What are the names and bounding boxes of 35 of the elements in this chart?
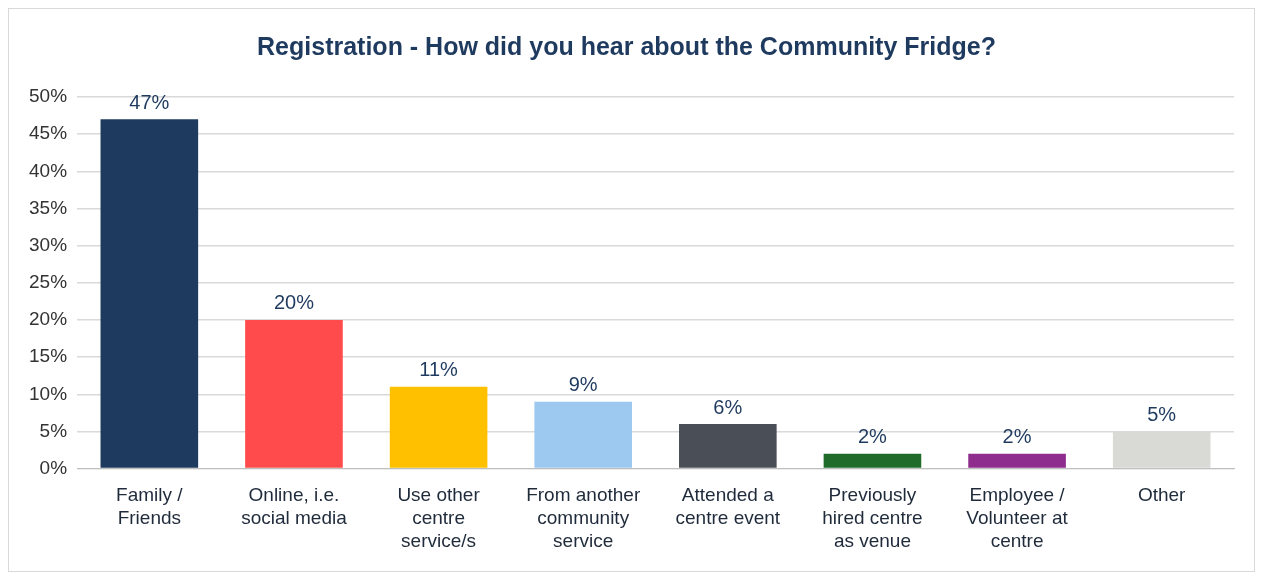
bar — [389, 386, 488, 468]
y-tick-label: 10% — [29, 382, 68, 404]
data-label: 5% — [1147, 402, 1177, 425]
x-tick-label: Use other centre service/s — [397, 484, 481, 551]
y-tick-label: 5% — [39, 419, 68, 441]
x-tick-label: Previously hired centre as venue — [822, 484, 923, 551]
y-tick-label: 50% — [29, 85, 68, 107]
x-tick-label: Employee / Volunteer at centre — [966, 484, 1069, 551]
bar — [679, 424, 777, 468]
x-tick-label: Family / Friends — [116, 484, 184, 529]
bar — [534, 401, 633, 468]
bar — [245, 319, 343, 468]
x-tick-label: From another community service — [526, 484, 641, 551]
data-label: 2% — [857, 425, 888, 448]
x-tick-label: Attended a centre event — [675, 484, 781, 529]
y-tick-label: 40% — [29, 159, 68, 181]
chart-title: Registration - How did you hear about the Community Fridge? — [257, 31, 996, 60]
data-label: 6% — [713, 395, 743, 418]
y-tick-label: 30% — [29, 233, 68, 255]
data-label: 11% — [419, 358, 459, 381]
bar — [823, 453, 922, 468]
data-label: 47% — [129, 90, 170, 113]
y-tick-label: 20% — [29, 308, 68, 330]
y-tick-label: 45% — [29, 122, 68, 144]
data-label: 20% — [273, 291, 315, 314]
x-tick-label: Other — [1137, 484, 1187, 506]
x-tick-label: Online, i.e. social media — [241, 484, 348, 529]
bar — [100, 119, 199, 468]
bar — [968, 453, 1066, 468]
y-tick-label: 35% — [29, 196, 68, 218]
data-label: 9% — [568, 373, 598, 396]
y-tick-label: 25% — [29, 271, 68, 293]
data-label: 2% — [1002, 425, 1032, 448]
y-tick-label: 0% — [39, 456, 68, 478]
y-tick-label: 15% — [29, 345, 68, 367]
